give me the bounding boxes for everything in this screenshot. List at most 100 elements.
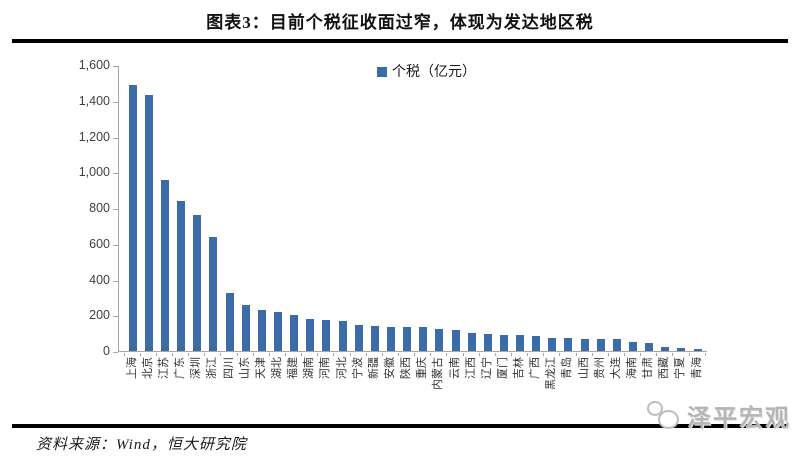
x-axis-tick-mark <box>123 353 125 356</box>
bar-青岛 <box>564 338 573 351</box>
x-axis-tick-mark <box>220 353 222 356</box>
bar-深圳 <box>193 215 202 351</box>
legend-label: 个税（亿元） <box>392 63 476 79</box>
x-axis-tick-mark <box>462 353 464 356</box>
x-axis-tick-mark <box>688 353 690 356</box>
x-axis-tick-mark <box>446 353 448 356</box>
bar-江西 <box>467 332 476 351</box>
x-axis-tick-mark <box>268 353 270 356</box>
y-axis-tick-mark <box>113 316 118 318</box>
chart-title: 图表3：目前个税征收面过窄，体现为发达地区税 <box>206 13 594 32</box>
bar-广东 <box>177 200 186 351</box>
y-axis-tick-label: 600 <box>89 236 110 251</box>
bar-湖南 <box>306 318 315 351</box>
x-axis-tick-mark <box>285 353 287 356</box>
bar-山东 <box>241 304 250 351</box>
bar-江苏 <box>160 180 169 351</box>
bar-宁波 <box>354 325 363 351</box>
x-axis-tick-mark <box>365 353 367 356</box>
bar-厦门 <box>499 334 508 351</box>
x-axis-tick-mark <box>333 353 335 356</box>
y-axis-tick-mark <box>113 137 118 139</box>
x-axis-tick-mark <box>510 353 512 356</box>
x-axis-tick-mark <box>575 353 577 356</box>
bar-贵州 <box>596 338 605 351</box>
x-axis-tick-mark <box>204 353 206 356</box>
x-axis-tick-mark <box>527 353 529 356</box>
y-axis-tick-label: 200 <box>89 308 110 323</box>
bar-山西 <box>580 338 589 351</box>
y-axis-tick-label: 0 <box>103 344 110 358</box>
x-axis-tick-mark <box>155 353 157 356</box>
x-axis-tick-mark <box>559 353 561 356</box>
x-axis-tick-mark <box>656 353 658 356</box>
x-axis-tick-mark <box>478 353 480 356</box>
bar-安徽 <box>386 326 395 351</box>
watermark-text: 泽平宏观 <box>687 405 791 432</box>
bar-广西 <box>532 335 541 351</box>
y-axis-tick-label: 1,200 <box>78 129 110 144</box>
x-axis-tick-mark <box>139 353 141 356</box>
bar-重庆 <box>419 327 428 351</box>
x-axis-tick-mark <box>640 353 642 356</box>
bar-黑龙江 <box>548 337 557 351</box>
x-axis-tick-mark <box>607 353 609 356</box>
bottom-divider-line <box>12 424 788 428</box>
bar-湖北 <box>273 312 282 351</box>
bar-宁夏 <box>677 348 686 351</box>
x-axis-tick-mark <box>188 353 190 356</box>
x-axis-tick-mark <box>430 353 432 356</box>
y-axis-tick-mark <box>113 280 118 282</box>
bar-大连 <box>612 338 621 351</box>
x-axis-tick-mark <box>317 353 319 356</box>
bar-青海 <box>693 349 702 351</box>
x-axis-tick-mark <box>543 353 545 356</box>
source-note: 资料来源：Wind，恒大研究院 <box>36 437 247 453</box>
x-axis-tick-mark <box>349 353 351 356</box>
y-axis-tick-label: 1,400 <box>78 93 110 108</box>
x-axis-tick-mark <box>623 353 625 356</box>
bar-四川 <box>225 293 234 351</box>
y-axis-tick-mark <box>113 66 118 67</box>
bar-甘肃 <box>645 342 654 351</box>
bar-河北 <box>338 320 347 351</box>
bar-内蒙古 <box>435 329 444 351</box>
y-axis-tick-label: 800 <box>89 201 110 215</box>
bar-北京 <box>144 95 153 351</box>
logo-bubble-small <box>647 400 663 416</box>
bar-云南 <box>451 329 460 351</box>
watermark: 泽平宏观 <box>645 398 791 433</box>
legend-marker-square <box>377 67 387 77</box>
y-axis-tick-label: 1,000 <box>78 165 110 180</box>
bar-河南 <box>322 320 331 351</box>
bar-吉林 <box>516 335 525 351</box>
x-axis-tick-mark <box>398 353 399 356</box>
bar-陕西 <box>403 327 412 351</box>
y-axis-tick-mark <box>113 244 118 246</box>
y-axis-tick-mark <box>113 352 118 353</box>
y-axis-tick-mark <box>113 101 118 103</box>
bar-辽宁 <box>483 333 492 351</box>
x-axis-tick-mark <box>672 353 674 356</box>
chart-plot-area <box>118 66 707 352</box>
watermark-logo-icon <box>645 399 683 433</box>
logo-bubble-large <box>658 409 679 429</box>
x-axis-tick-mark <box>301 353 303 356</box>
top-divider-line <box>12 39 788 43</box>
x-axis-tick-mark <box>494 353 496 356</box>
chart-legend: 个税（亿元） <box>377 61 476 81</box>
x-axis-tick-mark <box>172 353 174 356</box>
bar-海南 <box>629 342 638 351</box>
bar-上海 <box>128 84 137 351</box>
y-axis-tick-mark <box>113 209 118 210</box>
y-axis-tick-label: 1,600 <box>78 58 110 72</box>
x-axis-tick-mark <box>704 353 706 356</box>
x-axis-tick-mark <box>414 353 416 356</box>
x-axis-tick-mark <box>381 353 383 356</box>
x-axis-tick-mark <box>591 353 593 356</box>
x-axis-tick-mark <box>252 353 254 356</box>
bar-浙江 <box>209 236 218 351</box>
bar-西藏 <box>661 347 670 351</box>
bar-新疆 <box>370 325 379 351</box>
